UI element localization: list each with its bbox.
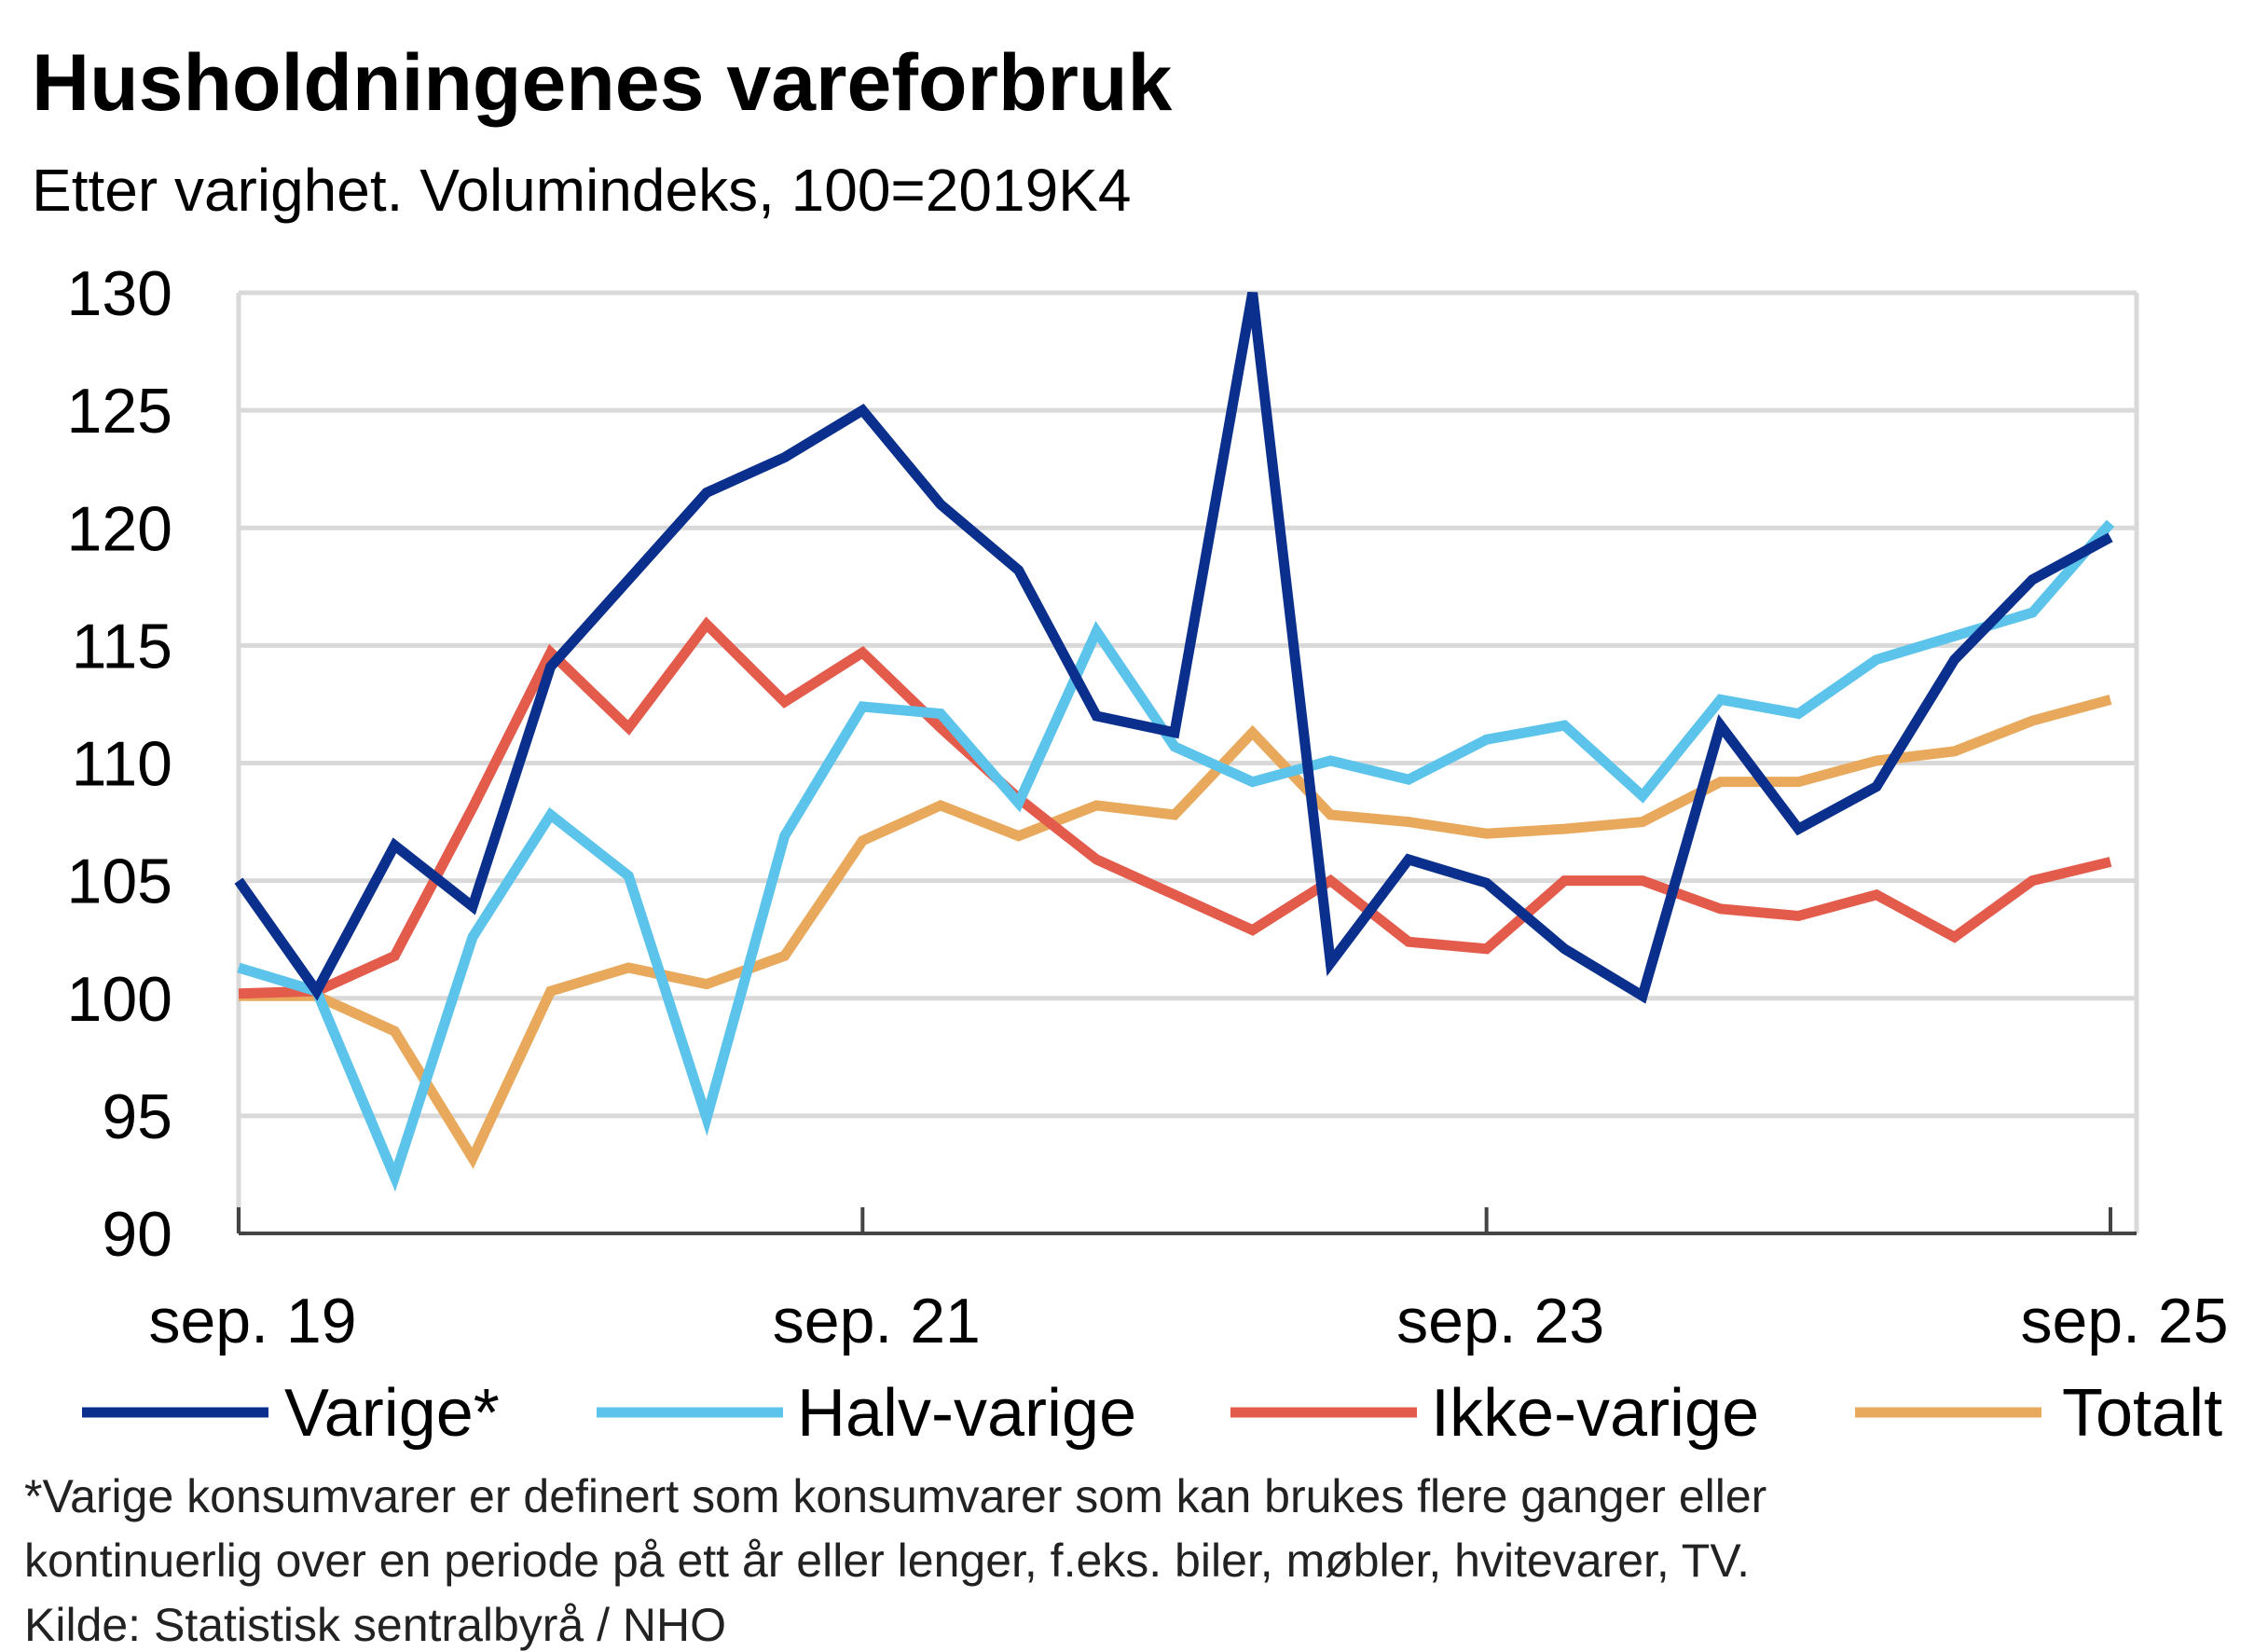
x-axis: sep. 19 sep. 21 sep. 23 sep. 25 [148,1207,2229,1356]
y-tick-label: 115 [72,611,172,681]
legend: Varige* Halv-varige Ikke-varige Totalt [82,1376,2222,1451]
y-tick-label: 105 [67,847,172,917]
series-line-ikke-varige [238,616,2112,999]
x-tick-label: sep. 25 [2020,1286,2228,1356]
series-lines [234,292,2115,1192]
footnote-line: kontinuerlig over en periode på ett år e… [24,1535,1750,1587]
footnote-line: *Varige konsumvarer er definert som kons… [24,1470,1766,1522]
chart-subtitle: Etter varighet. Volumindeks, 100=2019K4 [32,157,1131,224]
legend-label: Halv-varige [797,1376,1136,1451]
y-tick-label: 95 [102,1081,172,1152]
x-tick-label: sep. 19 [148,1286,356,1356]
legend-label: Totalt [2062,1376,2222,1451]
legend-label: Varige* [284,1376,500,1451]
y-tick-label: 100 [67,964,172,1035]
x-tick-label: sep. 23 [1396,1286,1604,1356]
y-tick-label: 125 [67,376,172,447]
y-tick-label: 110 [72,729,172,800]
series-line-totalt [239,695,2112,1169]
y-tick-label: 130 [67,258,172,329]
chart-title: Husholdningenes vareforbruk [32,38,1172,128]
footnotes: *Varige konsumvarer er definert som kons… [24,1470,1766,1651]
y-tick-label: 90 [102,1199,172,1270]
legend-label: Ikke-varige [1431,1376,1759,1451]
series-line-varige [234,292,2113,1004]
footnote-line: Kilde: Statistisk sentralbyrå / NHO [24,1599,726,1651]
series-line-halv-varige [237,519,2115,1192]
x-tick-label: sep. 21 [773,1286,981,1356]
y-tick-label: 120 [67,493,172,564]
y-axis: 90 95 100 105 110 115 120 125 130 [67,258,172,1270]
